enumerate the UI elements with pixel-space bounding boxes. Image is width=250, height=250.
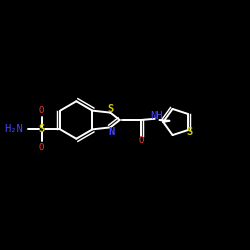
Text: S: S xyxy=(38,124,45,134)
Text: NH: NH xyxy=(151,111,163,121)
Text: H₂N: H₂N xyxy=(5,124,24,134)
Text: N: N xyxy=(108,127,115,137)
Text: S: S xyxy=(187,126,193,136)
Text: O: O xyxy=(39,143,44,152)
Text: O: O xyxy=(138,136,143,145)
Text: S: S xyxy=(108,104,114,114)
Text: O: O xyxy=(39,106,44,115)
